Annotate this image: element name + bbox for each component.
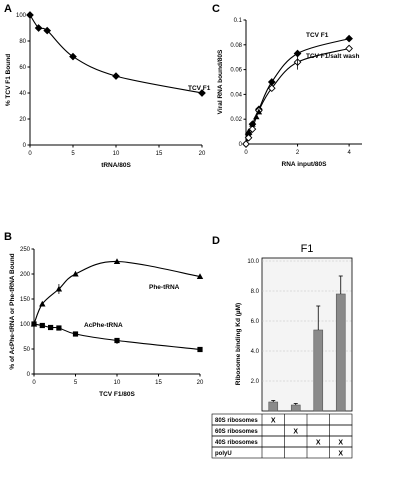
chart-a-y-tick-label: 100 (16, 13, 27, 19)
chart-d-condition-label: polyU (215, 451, 232, 457)
chart-a-x-tick-label: 20 (199, 151, 206, 157)
chart-d-y-tick-label: 10.0 (247, 259, 259, 265)
panel-a-letter: A (4, 3, 12, 15)
chart-a-x-axis-title: tRNA/80S (101, 162, 131, 169)
chart-c-y-tick-label: 0.08 (230, 43, 242, 49)
chart-a-x-tick-label: 15 (156, 151, 163, 157)
chart-c-data-point (253, 113, 260, 120)
chart-b-y-tick-label: 100 (20, 322, 31, 328)
chart-b-y-axis-title: % of AcPhe-tRNA or Phe-tRNA Bound (9, 253, 16, 369)
chart-b-x-tick-label: 15 (155, 380, 162, 386)
chart-d-grid-row (211, 446, 353, 459)
chart-a-y-axis-title: % TCV F1 Bound (5, 54, 12, 106)
chart-d-bar (313, 329, 324, 412)
chart-d-cell-mark: X (293, 429, 298, 436)
chart-c-data-point (345, 34, 353, 43)
chart-c-y-tick-label: 0.02 (230, 117, 242, 123)
chart-a-y-tick-label: 60 (19, 65, 26, 71)
chart-c-data-point (267, 78, 276, 86)
chart-d-title: F1 (301, 243, 314, 255)
chart-b-data-point (113, 258, 121, 265)
chart-b-x-tick-label: 10 (114, 380, 121, 386)
chart-d-cell-mark: X (271, 418, 276, 425)
chart-c-data-point (249, 120, 256, 127)
chart-a-series-label: TCV F1 (188, 85, 211, 92)
chart-d-y-tick-label: 2.0 (251, 379, 260, 385)
chart-d-condition-label: 60S ribosomes (215, 429, 258, 435)
chart-a-data-point (34, 24, 43, 32)
chart-d-cell-mark: X (338, 440, 343, 447)
chart-b-data-point (48, 324, 54, 331)
chart-b-data-point (72, 331, 79, 337)
chart-b-y-tick-label: 250 (20, 247, 31, 253)
chart-d-cell-mark: X (316, 440, 321, 447)
chart-a-data-point (26, 11, 34, 19)
chart-b-x-tick-label: 20 (197, 380, 204, 386)
chart-c-y-axis-title: Viral RNA bound/80S (217, 49, 224, 114)
chart-c-x-axis-title: RNA input/80S (282, 161, 328, 168)
chart-b-data-point (72, 270, 79, 277)
chart-a-x-tick-label: 5 (71, 151, 75, 157)
chart-b-x-axis-title: TCV F1/80S (99, 391, 135, 398)
chart-b-data-point (39, 300, 46, 307)
chart-a-y-tick-label: 80 (19, 39, 26, 45)
chart-a-x-tick-label: 10 (113, 151, 120, 157)
chart-c-series-label: TCV F1 (306, 32, 329, 39)
chart-a-x-tick-label: 0 (28, 151, 32, 157)
chart-c-series-label: TCV F1/salt wash (306, 53, 359, 60)
chart-b-series-label: AcPhe-tRNA (84, 322, 123, 329)
chart-c-y-tick-label: 0 (239, 142, 243, 148)
chart-b-y-tick-label: 50 (23, 347, 30, 353)
chart-c-data-point (244, 133, 253, 142)
chart-a-y-tick-label: 0 (23, 143, 27, 149)
chart-b-series-label: Phe-tRNA (149, 284, 180, 291)
chart-c-x-tick-label: 2 (296, 150, 300, 156)
chart-a-y-tick-label: 40 (19, 91, 26, 97)
chart-d-bar (335, 293, 346, 412)
chart-d-y-tick-label: 4.0 (251, 349, 260, 355)
chart-d-bar (290, 404, 301, 412)
chart-c-data-point (345, 44, 353, 53)
chart-b-data-point (56, 325, 62, 331)
chart-b-y-tick-label: 200 (20, 272, 31, 278)
chart-b-data-point (196, 273, 204, 280)
chart-c-x-tick-label: 4 (347, 150, 351, 156)
chart-a-data-point (112, 72, 120, 80)
chart-d-bar (268, 401, 279, 412)
panel-c-letter: C (212, 3, 220, 15)
chart-c-data-point (255, 108, 263, 115)
chart-d-cell-mark: X (338, 451, 343, 458)
chart-b-x-tick-label: 5 (74, 380, 78, 386)
chart-c-y-tick-label: 0.04 (230, 92, 242, 98)
chart-c-data-point (248, 125, 257, 133)
chart-a-data-point (198, 89, 206, 97)
chart-c-y-tick-label: 0.1 (234, 18, 243, 24)
chart-c-data-point (267, 84, 276, 93)
chart-d-y-tick-label: 8.0 (251, 289, 260, 295)
chart-b-y-tick-label: 0 (27, 372, 31, 378)
chart-d-condition-label: 40S ribosomes (215, 440, 258, 446)
chart-b-y-tick-label: 150 (20, 297, 31, 303)
chart-d-y-tick-label: 6.0 (251, 319, 260, 325)
chart-c-x-tick-label: 0 (244, 150, 248, 156)
chart-b-data-point (39, 322, 45, 329)
chart-a-y-tick-label: 20 (19, 117, 26, 123)
panel-d-letter: D (212, 235, 220, 247)
chart-b-x-tick-label: 0 (32, 380, 36, 386)
chart-d-y-axis-title: Ribosome binding Kd (µM) (235, 303, 242, 385)
chart-c-data-point (242, 140, 250, 148)
chart-d-condition-label: 80S ribosomes (215, 418, 258, 424)
chart-b-data-point (31, 321, 37, 327)
chart-a-data-point (43, 26, 52, 35)
chart-c-data-point (245, 128, 252, 135)
panel-b-letter: B (4, 231, 12, 243)
chart-a-series-line (29, 14, 203, 94)
chart-c-y-tick-label: 0.06 (230, 68, 242, 74)
chart-a-data-point (69, 52, 77, 61)
